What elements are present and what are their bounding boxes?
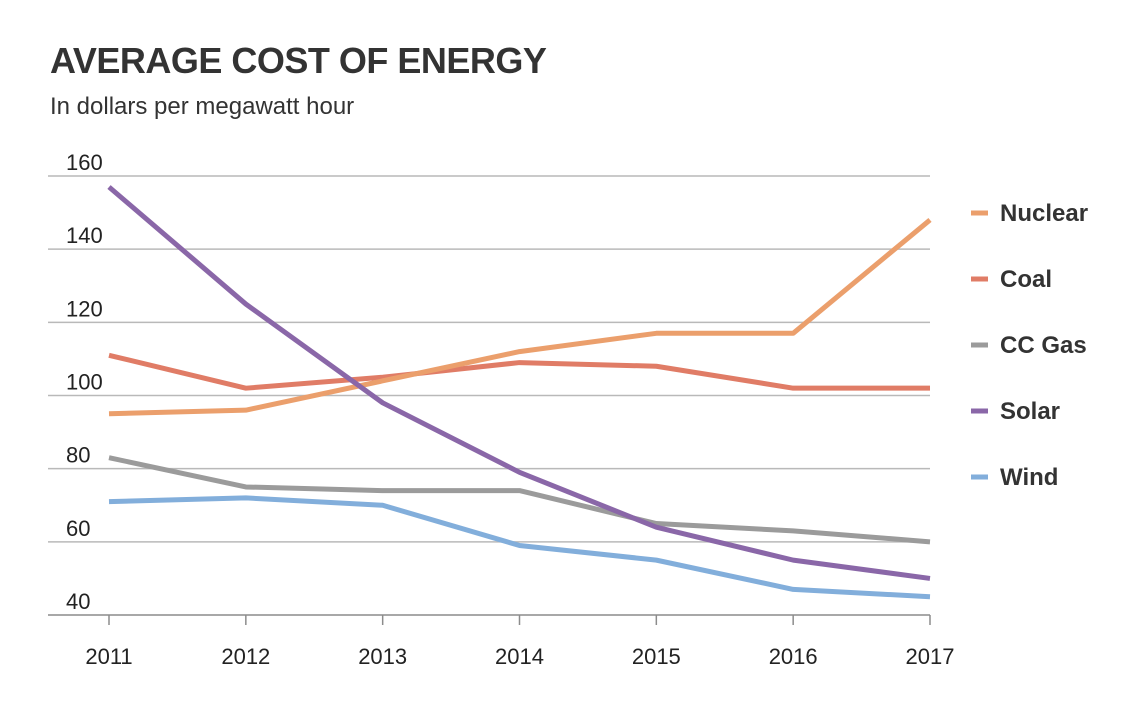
legend-label: Solar (1000, 398, 1060, 425)
y-axis-ticks: 160 140 120 100 80 60 40 (66, 150, 103, 614)
y-tick-label: 80 (66, 443, 90, 468)
y-tick-label: 120 (66, 296, 103, 321)
chart-title: AVERAGE COST OF ENERGY (50, 40, 547, 81)
x-tick-label: 2012 (221, 644, 270, 669)
series-line-coal (108, 352, 930, 391)
x-tick-label: 2011 (85, 644, 132, 669)
x-tick-label: 2017 (906, 644, 955, 669)
legend-label: Wind (1000, 464, 1058, 491)
gridlines (48, 175, 930, 616)
chart-subtitle: In dollars per megawatt hour (50, 93, 355, 120)
series-line-solar (107, 185, 931, 581)
legend-label: Nuclear (1000, 200, 1088, 227)
legend: Nuclear Coal CC Gas Solar Wind (971, 200, 1088, 491)
x-tick-label: 2015 (632, 644, 681, 669)
series-line-nuclear (108, 217, 932, 417)
y-tick-label: 40 (66, 589, 90, 614)
legend-label: CC Gas (1000, 332, 1087, 359)
series-line-wind (108, 495, 931, 600)
series-line-cc-gas (108, 455, 931, 545)
x-tick-label: 2014 (495, 644, 544, 669)
series-lines (107, 185, 932, 600)
y-tick-label: 60 (66, 516, 90, 541)
x-axis-ticks: 2011 2012 2013 2014 2015 2016 2017 (85, 615, 954, 669)
y-tick-label: 160 (66, 150, 103, 175)
x-tick-label: 2013 (358, 644, 407, 669)
x-tick-label: 2016 (769, 644, 818, 669)
y-tick-label: 140 (66, 223, 103, 248)
y-tick-label: 100 (66, 370, 103, 395)
legend-label: Coal (1000, 266, 1052, 293)
